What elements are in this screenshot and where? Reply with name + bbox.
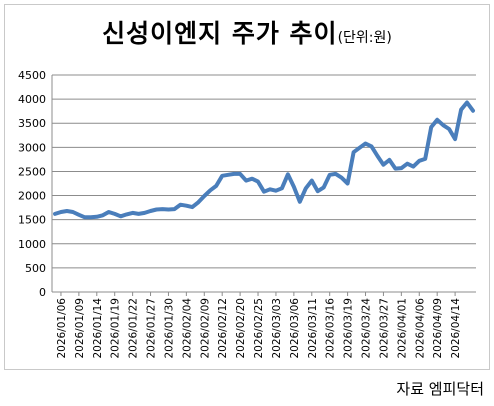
y-tick-label: 0 [39,286,46,299]
x-tick-label: 2026/02/09 [199,298,211,359]
x-tick-labels: 2026/01/06 2026/01/09 2026/01/14 2026/01/19… [56,298,462,359]
x-tick-label: 2026/03/16 [325,298,337,359]
y-tick-label: 4000 [18,93,46,106]
x-tick-label: 2026/02/12 [217,298,229,359]
x-tick-label: 2026/03/03 [271,298,283,359]
y-tick-label: 2000 [18,190,46,203]
x-tick-label: 2026/01/09 [74,298,86,359]
source-note: 자료 엠피닥터 [396,380,484,398]
chart-title: 신성이엔지 주가 추이(단위:원) [0,14,494,50]
series-layer [53,100,475,220]
x-tick-label: 2026/02/04 [181,298,193,359]
x-tick-label: 2026/03/11 [307,298,319,359]
y-tick-label: 4500 [18,69,46,82]
x-tick-label: 2026/01/14 [92,298,104,359]
y-tick-label: 1000 [18,238,46,251]
series-line [53,100,475,220]
x-tick-label: 2026/04/14 [450,298,462,359]
y-tick-label: 3000 [18,141,46,154]
chart-title-text: 신성이엔지 주가 추이 [102,19,338,48]
x-tick-label: 2026/03/19 [343,298,355,359]
y-tick-label: 3500 [18,117,46,130]
x-tick-label: 2026/02/20 [235,298,247,359]
x-tick-label: 2026/03/27 [378,298,390,359]
x-tick-label: 2026/01/27 [146,298,158,359]
chart-frame [4,4,490,370]
x-tick-label: 2026/04/06 [414,298,426,359]
y-tick-label: 2500 [18,165,46,178]
x-tick-label: 2026/04/09 [432,298,444,359]
y-tick-label: 1500 [18,214,46,227]
axes [51,75,476,296]
y-tick-labels: 0 500 1000 1500 2000 2500 3000 3500 4000 4500 [18,69,46,299]
x-tick-label: 2026/01/30 [163,298,175,359]
x-tick-label: 2026/01/19 [110,298,122,359]
gridlines [52,74,476,269]
x-tick-label: 2026/04/01 [396,298,408,359]
y-tick-label: 500 [25,262,46,275]
x-tick-label: 2026/03/06 [289,298,301,359]
chart-unit-label: (단위:원) [337,30,392,46]
x-tick-label: 2026/03/24 [361,298,373,359]
x-tick-label: 2026/01/22 [128,298,140,359]
x-tick-label: 2026/01/06 [56,298,68,359]
x-tick-label: 2026/02/25 [253,298,265,359]
